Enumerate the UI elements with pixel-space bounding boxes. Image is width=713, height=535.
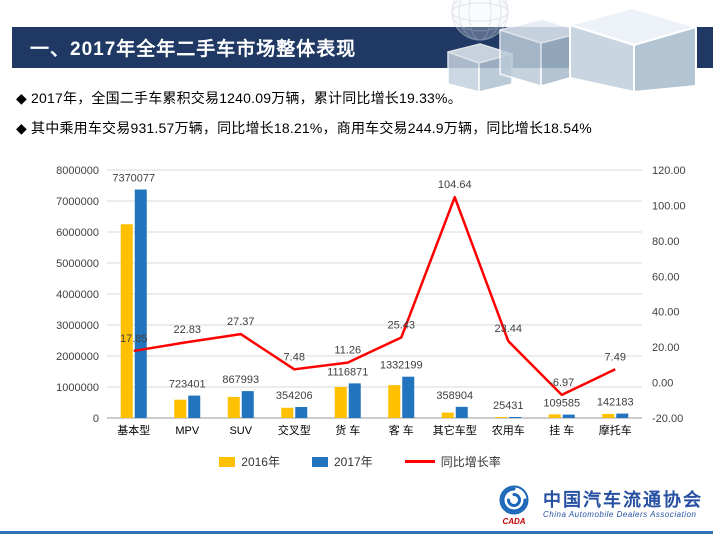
bar-data-label: 7370077 (112, 173, 155, 185)
category-label: 农用车 (492, 423, 525, 437)
bar-data-label: 25431 (493, 400, 524, 412)
bar-2016年 (227, 396, 240, 418)
bar-2016年 (334, 387, 347, 418)
used-car-market-chart: 0 1000000 2000000 3000000 4000000 5000000 6000… (56, 165, 686, 437)
left-axis-tick-label: 4000000 (56, 289, 99, 301)
category-label: 挂 车 (549, 423, 574, 437)
growth-data-label: 27.37 (227, 316, 255, 328)
bar-2016年 (548, 414, 561, 418)
bar-2016年 (120, 224, 133, 418)
left-axis-tick-label: 2000000 (56, 351, 99, 363)
legend-label-growth: 同比增长率 (440, 455, 501, 469)
bar-2017年 (509, 417, 522, 418)
chart-area: 0 1000000 2000000 3000000 4000000 5000000 6000… (0, 146, 713, 452)
category-label: MPV (175, 425, 200, 437)
bar-2017年 (616, 413, 629, 418)
left-axis-tick-label: 0 (93, 413, 99, 425)
summary-bullets: ◆ 2017年，全国二手车累积交易1240.09万辆，累计同比增长19.33%。… (16, 88, 710, 148)
category-label: 客 车 (389, 423, 414, 437)
bar-data-label: 1332199 (380, 360, 423, 372)
bar-data-label: 354206 (276, 390, 313, 402)
right-axis-tick-label: 120.00 (652, 165, 686, 177)
bottom-rule (0, 531, 713, 534)
category-label: 交叉型 (278, 423, 311, 437)
bar-2016年 (495, 417, 508, 418)
cada-logo: CADA 中国汽车流通协会 China Automobile Dealers A… (493, 484, 703, 526)
bar-data-label: 109585 (543, 398, 580, 410)
chart-legend: 2016年 2017年 同比增长率 (80, 453, 640, 470)
bar-2017年 (134, 189, 147, 418)
bar-2017年 (188, 395, 201, 418)
growth-data-label: 104.64 (438, 179, 472, 191)
bullet-total-trade: ◆ 2017年，全国二手车累积交易1240.09万辆，累计同比增长19.33%。 (16, 90, 462, 106)
legend-label-2017: 2017年 (333, 455, 373, 469)
left-axis-tick-label: 5000000 (56, 258, 99, 270)
logo-name-cn: 中国汽车流通协会 (543, 489, 703, 510)
bar-2017年 (241, 391, 254, 418)
growth-data-label: 17.85 (120, 333, 148, 345)
cada-emblem-icon: CADA (499, 485, 529, 526)
right-axis-tick-label: 20.00 (652, 342, 680, 354)
category-label: 其它车型 (433, 423, 477, 437)
legend-swatch-2017 (311, 456, 328, 467)
legend-swatch-2016 (219, 456, 236, 467)
legend-label-2016: 2016年 (241, 455, 280, 469)
growth-data-label: -6.97 (549, 377, 574, 389)
bar-data-label: 867993 (222, 374, 259, 386)
bar-data-label: 142183 (597, 397, 634, 409)
right-axis-tick-label: 80.00 (652, 236, 680, 248)
bar-2017年 (402, 376, 415, 418)
left-axis-tick-label: 7000000 (56, 196, 99, 208)
legend-swatch-growth-line (404, 460, 435, 463)
right-axis-tick-label: 40.00 (652, 307, 680, 319)
category-label: 摩托车 (599, 423, 632, 437)
bar-2016年 (441, 412, 454, 418)
right-axis-tick-label: 100.00 (652, 200, 686, 212)
category-label: SUV (229, 425, 252, 437)
right-axis-tick-label: 60.00 (652, 271, 680, 283)
bullet-passenger-commercial: ◆ 其中乘用车交易931.57万辆，同比增长18.21%，商用车交易244.9万… (16, 120, 592, 136)
right-axis-tick-label: -20.00 (652, 413, 683, 425)
bar-2017年 (562, 414, 575, 418)
bar-data-label: 358904 (436, 390, 473, 402)
logo-name-en: China Automobile Dealers Association (543, 509, 697, 519)
growth-data-label: 23.44 (494, 323, 522, 335)
left-axis-tick-label: 6000000 (56, 227, 99, 239)
bar-2017年 (455, 406, 468, 418)
right-axis-tick-label: 0.00 (652, 378, 673, 390)
left-axis-tick-label: 3000000 (56, 320, 99, 332)
growth-data-label: 22.83 (173, 324, 201, 336)
growth-rate-line (133, 195, 616, 397)
growth-data-label: 7.49 (605, 351, 626, 363)
logo-abbr: CADA (502, 517, 525, 526)
left-axis-tick-label: 8000000 (56, 165, 99, 177)
legend-item-2017: 2017年 (311, 453, 373, 470)
bar-2017年 (348, 383, 361, 418)
bar-data-label: 723401 (169, 379, 206, 391)
bar-2016年 (388, 385, 401, 418)
growth-data-label: 7.48 (284, 351, 305, 363)
header-banner: 一、2017年全年二手车市场整体表现 (12, 27, 713, 68)
legend-item-2016: 2016年 (219, 453, 280, 470)
bar-2017年 (295, 407, 308, 418)
page-title: 一、2017年全年二手车市场整体表现 (30, 39, 357, 60)
growth-data-label: 11.26 (334, 345, 361, 357)
growth-data-label: 25.43 (387, 320, 415, 332)
legend-item-growth: 同比增长率 (404, 453, 501, 470)
bar-data-label: 1116871 (327, 366, 368, 378)
left-axis-tick-label: 1000000 (56, 382, 99, 394)
category-label: 货 车 (335, 423, 360, 437)
bar-2016年 (281, 407, 294, 418)
bar-2016年 (174, 399, 187, 418)
category-label: 基本型 (117, 423, 150, 437)
bar-2016年 (602, 413, 615, 418)
